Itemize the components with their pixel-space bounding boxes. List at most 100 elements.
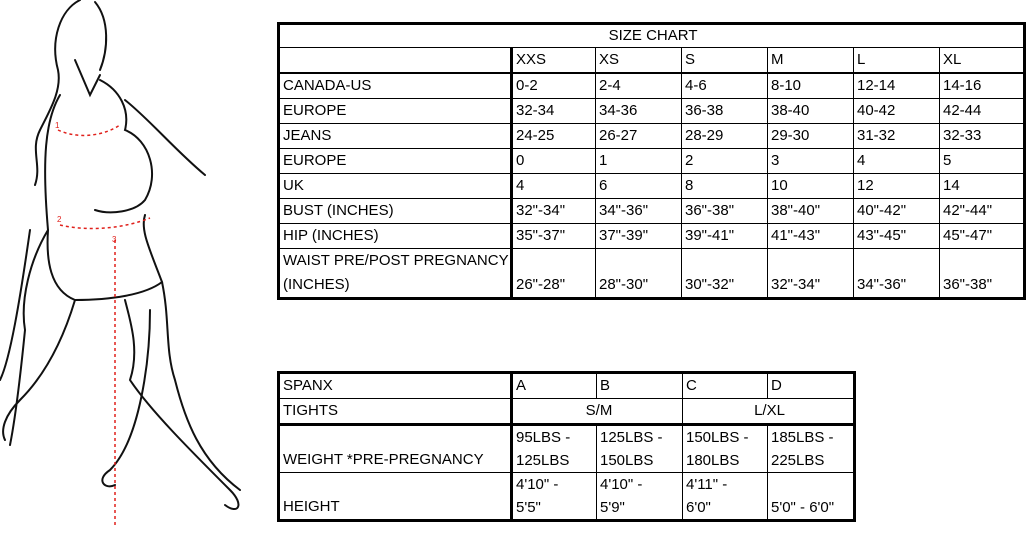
cell: 32"-34": [511, 198, 596, 224]
header-cell: XS: [595, 47, 682, 74]
table-row: EUROPE 0 1 2 3 4 5: [278, 148, 1026, 174]
weight-row: WEIGHT *PRE-PREGNANCY 95LBS - 125LBS 125L…: [278, 424, 855, 473]
cell: L/XL: [682, 398, 855, 425]
height-row: HEIGHT 4'10" - 5'5" 4'10" - 5'9" 4'11" - 6'…: [278, 472, 855, 521]
cell: 185LBS - 225LBS: [767, 424, 855, 473]
cell: 10: [767, 173, 854, 199]
cell: 4'10" - 5'5": [511, 472, 597, 521]
header-cell: L: [853, 47, 940, 74]
cell: 42"-44": [938, 198, 1026, 224]
cell: 36"-38": [938, 248, 1026, 299]
cell: 3: [767, 148, 854, 174]
cell: 4-6: [681, 72, 768, 99]
table-row: HIP (INCHES) 35"-37" 37"-39" 39"-41" 41"-43"…: [278, 223, 1026, 249]
table-row: JEANS 24-25 26-27 28-29 29-30 31-32 32-33: [278, 123, 1026, 149]
cell: 34"-36": [853, 248, 940, 299]
cell: 0-2: [511, 72, 596, 99]
cell: 28"-30": [595, 248, 682, 299]
cell: 45"-47": [938, 223, 1026, 249]
cell: 29-30: [767, 123, 854, 149]
marker-1: 1: [55, 121, 60, 130]
cell: A: [511, 372, 597, 399]
cell: 26-27: [595, 123, 682, 149]
row-label: WAIST PRE/POST PREGNANCY (INCHES): [278, 248, 513, 299]
tights-row: TIGHTS S/M L/XL: [278, 398, 855, 425]
cell: 125LBS - 150LBS: [596, 424, 683, 473]
cell: C: [682, 372, 768, 399]
cell-line: 4'11" -: [686, 476, 728, 493]
cell: 42-44: [938, 98, 1026, 124]
cell: 14-16: [938, 72, 1026, 99]
cell: D: [767, 372, 855, 399]
header-cell: M: [767, 47, 854, 74]
cell: B: [596, 372, 683, 399]
cell: 37"-39": [595, 223, 682, 249]
row-label-line1: WAIST PRE/POST PREGNANCY: [283, 252, 509, 269]
cell: 5: [938, 148, 1026, 174]
table-row: BUST (INCHES) 32"-34" 34"-36" 36"-38" 38"-40…: [278, 198, 1026, 224]
cell: 43"-45": [853, 223, 940, 249]
cell-line: 185LBS -: [771, 429, 834, 446]
cell: 5'0" - 6'0": [767, 472, 855, 521]
cell: 4: [853, 148, 940, 174]
header-cell: S: [681, 47, 768, 74]
cell: 26"-28": [511, 248, 596, 299]
cell-line: 4'10" -: [600, 476, 643, 493]
cell: 35"-37": [511, 223, 596, 249]
row-label: UK: [278, 173, 513, 199]
row-label-line2: (INCHES): [283, 276, 350, 293]
cell-line: 5'0" - 6'0": [771, 499, 835, 516]
cell-line: 95LBS -: [516, 429, 571, 446]
cell: 12-14: [853, 72, 940, 99]
cell: 2-4: [595, 72, 682, 99]
cell-line: 4'10" -: [516, 476, 559, 493]
row-label: HEIGHT: [278, 472, 513, 521]
cell-line: 125LBS -: [600, 429, 663, 446]
header-cell: [278, 47, 513, 74]
cell: 12: [853, 173, 940, 199]
cell: 1: [595, 148, 682, 174]
cell: 8: [681, 173, 768, 199]
table-row: WAIST PRE/POST PREGNANCY (INCHES) 26"-28"…: [278, 248, 1026, 299]
cell: 0: [511, 148, 596, 174]
size-header-row: XXS XS S M L XL: [278, 47, 1026, 74]
cell: 28-29: [681, 123, 768, 149]
cell: 40-42: [853, 98, 940, 124]
header-cell: XXS: [511, 47, 596, 74]
cell-line: 180LBS: [686, 452, 740, 469]
cell: 2: [681, 148, 768, 174]
size-chart-table: SIZE CHART XXS XS S M L XL CANADA-US 0-2 2…: [277, 22, 1027, 300]
cell: 36-38: [681, 98, 768, 124]
cell: 95LBS - 125LBS: [511, 424, 597, 473]
row-label: SPANX: [278, 372, 513, 399]
spanx-row: SPANX A B C D: [278, 372, 855, 399]
cell-line: 5'9": [600, 499, 625, 516]
cell: 32-33: [938, 123, 1026, 149]
cell-line: 5'5": [516, 499, 541, 516]
cell-line: 225LBS: [771, 452, 825, 469]
row-label: JEANS: [278, 123, 513, 149]
row-label: WEIGHT *PRE-PREGNANCY: [278, 424, 513, 473]
size-chart-title: SIZE CHART: [277, 23, 1026, 48]
cell: 4'10" - 5'9": [596, 472, 683, 521]
cell-line: 150LBS: [600, 452, 654, 469]
cell: 32"-34": [767, 248, 854, 299]
cell: 39"-41": [681, 223, 768, 249]
cell: 8-10: [767, 72, 854, 99]
cell: 32-34: [511, 98, 596, 124]
row-label: EUROPE: [278, 98, 513, 124]
cell-line: 150LBS -: [686, 429, 749, 446]
cell: 150LBS - 180LBS: [682, 424, 768, 473]
cell: 31-32: [853, 123, 940, 149]
cell: 14: [938, 173, 1026, 199]
cell: 36"-38": [681, 198, 768, 224]
cell: 38"-40": [767, 198, 854, 224]
marker-2: 2: [57, 215, 62, 224]
row-label: BUST (INCHES): [278, 198, 513, 224]
table-row: EUROPE 32-34 34-36 36-38 38-40 40-42 42-44: [278, 98, 1026, 124]
marker-3: 3: [112, 235, 117, 244]
row-label: EUROPE: [278, 148, 513, 174]
cell: 24-25: [511, 123, 596, 149]
cell: 4'11" - 6'0": [682, 472, 768, 521]
cell: S/M: [511, 398, 683, 425]
